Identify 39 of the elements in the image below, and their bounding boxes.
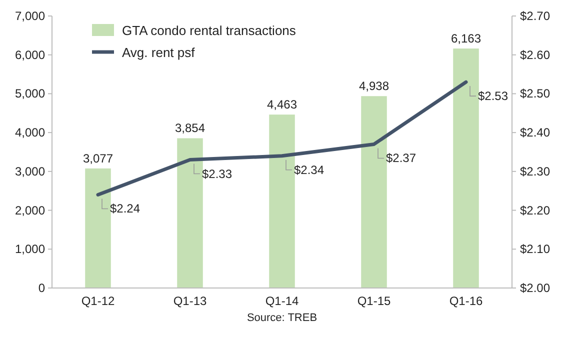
y2-tick-label: $2.50 — [520, 86, 550, 101]
y-tick-label: 3,000 — [14, 164, 46, 178]
y-tick-label: 5,000 — [14, 86, 46, 101]
x-tick-label: Q1-13 — [173, 294, 207, 308]
data-label: $2.34 — [294, 162, 324, 177]
bar — [361, 96, 387, 288]
x-tick-label: Q1-16 — [449, 294, 483, 308]
y2-tick-label: $2.10 — [520, 242, 550, 256]
x-tick-label: Q1-12 — [81, 294, 115, 308]
data-label: $2.33 — [202, 166, 232, 181]
legend-label: Avg. rent psf — [122, 45, 196, 60]
legend-label: GTA condo rental transactions — [122, 23, 296, 38]
x-tick-label: Q1-14 — [265, 294, 299, 308]
data-label: $2.24 — [110, 202, 140, 216]
y-tick-label: 4,000 — [14, 126, 46, 140]
data-label: $2.53 — [478, 89, 508, 104]
x-tick-label: Q1-15 — [357, 294, 391, 308]
y2-tick-label: $2.40 — [520, 126, 550, 140]
source-note: Source: TREB — [246, 312, 318, 324]
y-tick-label: 6,000 — [14, 48, 46, 62]
y2-tick-label: $2.70 — [520, 9, 550, 23]
y2-tick-label: $2.60 — [520, 48, 550, 62]
data-label: 4,938 — [358, 79, 390, 94]
data-label: 6,163 — [450, 32, 482, 46]
bar — [269, 114, 295, 288]
y-tick-label: 1,000 — [14, 242, 46, 256]
bar — [453, 48, 479, 288]
y2-tick-label: $2.20 — [520, 203, 550, 218]
y-tick-label: 0 — [38, 281, 46, 295]
bar — [85, 168, 111, 288]
bar — [177, 138, 203, 288]
data-label: 3,854 — [174, 121, 206, 136]
data-label: $2.37 — [386, 151, 416, 166]
data-label: 4,463 — [266, 98, 298, 112]
data-label: 3,077 — [82, 151, 114, 166]
y2-tick-label: $2.00 — [520, 281, 550, 295]
y2-tick-label: $2.30 — [520, 164, 550, 178]
y-tick-label: 7,000 — [14, 9, 46, 23]
y-tick-label: 2,000 — [14, 203, 46, 218]
